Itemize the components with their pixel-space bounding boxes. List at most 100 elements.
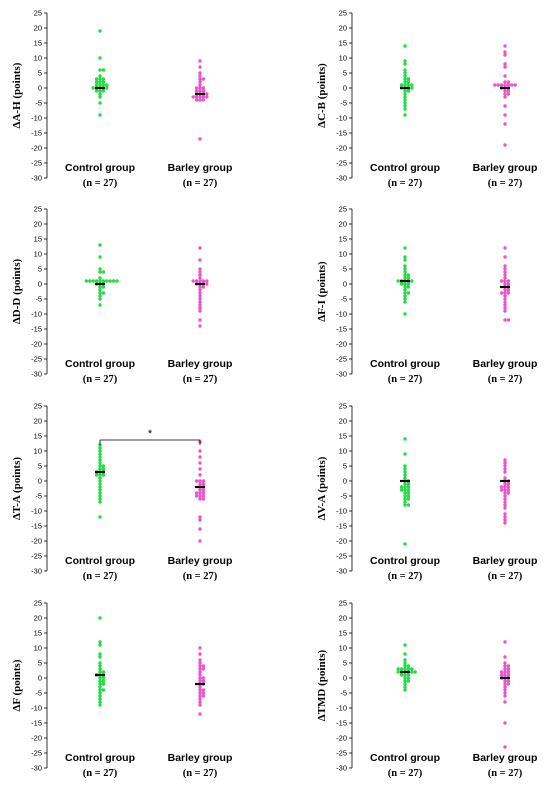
data-point xyxy=(101,285,106,289)
y-tick-label: 0 xyxy=(38,280,42,289)
n-label: (n = 27) xyxy=(488,374,523,385)
y-tick-label: 25 xyxy=(34,599,42,608)
data-point xyxy=(503,491,507,495)
data-point xyxy=(503,670,507,674)
y-tick-label: 20 xyxy=(34,614,42,623)
data-point xyxy=(115,279,119,283)
y-tick-label: -25 xyxy=(31,159,42,168)
data-point xyxy=(194,98,199,102)
data-point xyxy=(198,270,202,274)
data-point xyxy=(503,512,507,516)
data-point xyxy=(503,485,507,489)
data-point xyxy=(98,482,102,486)
data-point xyxy=(499,291,504,295)
data-point xyxy=(403,276,407,280)
data-point xyxy=(98,497,102,501)
data-point xyxy=(98,255,102,259)
data-point xyxy=(198,279,202,283)
data-point xyxy=(399,673,404,677)
data-point xyxy=(503,664,507,668)
data-point xyxy=(503,297,507,301)
data-point xyxy=(98,703,102,707)
data-point xyxy=(503,74,507,78)
data-point xyxy=(503,640,507,644)
data-point xyxy=(406,291,411,295)
data-point xyxy=(98,640,102,644)
y-tick-label: 5 xyxy=(38,462,42,471)
data-point xyxy=(503,494,507,498)
data-point xyxy=(198,455,202,459)
data-point xyxy=(496,83,500,87)
data-point xyxy=(98,694,102,698)
data-point xyxy=(506,673,511,677)
data-point xyxy=(194,479,199,483)
y-tick-label: 10 xyxy=(339,54,347,63)
data-point xyxy=(499,83,504,87)
y-tick-label: -10 xyxy=(336,704,347,713)
y-tick-label: -10 xyxy=(31,114,42,123)
data-point xyxy=(503,291,507,295)
data-point xyxy=(98,294,102,298)
y-tick-label: 20 xyxy=(34,417,42,426)
data-point xyxy=(98,488,102,492)
data-point xyxy=(98,56,102,60)
data-point xyxy=(399,83,404,87)
data-point xyxy=(98,676,102,680)
data-point xyxy=(506,488,511,492)
data-point xyxy=(406,494,411,498)
data-point xyxy=(191,279,195,283)
data-point xyxy=(403,488,407,492)
data-point xyxy=(101,679,106,683)
n-label: (n = 27) xyxy=(83,571,118,582)
data-point xyxy=(403,652,407,656)
data-point xyxy=(406,485,411,489)
data-point xyxy=(403,107,407,111)
data-point xyxy=(403,452,407,456)
data-point xyxy=(98,101,102,105)
data-point xyxy=(98,700,102,704)
data-point xyxy=(510,83,514,87)
data-point xyxy=(101,464,106,468)
data-point xyxy=(98,279,102,283)
data-point xyxy=(506,282,511,286)
data-point xyxy=(499,485,504,489)
data-point xyxy=(198,703,202,707)
data-point xyxy=(503,104,507,108)
data-point xyxy=(506,491,511,495)
data-point xyxy=(98,682,102,686)
data-point xyxy=(98,89,102,93)
data-point xyxy=(98,664,102,668)
data-point xyxy=(198,646,202,650)
data-point xyxy=(98,452,102,456)
data-point xyxy=(503,482,507,486)
data-point xyxy=(403,673,407,677)
data-point xyxy=(506,485,511,489)
data-point xyxy=(198,515,202,519)
data-point xyxy=(98,679,102,683)
y-tick-label: 15 xyxy=(339,629,347,638)
data-point xyxy=(503,294,507,298)
y-tick-label: -10 xyxy=(336,310,347,319)
data-point xyxy=(503,65,507,69)
data-point xyxy=(406,673,411,677)
data-point xyxy=(198,65,202,69)
data-point xyxy=(503,80,507,84)
data-point xyxy=(403,74,407,78)
data-point xyxy=(198,137,202,141)
data-point xyxy=(506,288,511,292)
y-tick-label: -25 xyxy=(31,552,42,561)
data-point xyxy=(198,527,202,531)
data-point xyxy=(403,80,407,84)
data-point xyxy=(98,670,102,674)
data-point xyxy=(198,667,202,671)
y-axis-title: ΔF-I (points) xyxy=(316,261,328,322)
data-point xyxy=(101,291,106,295)
data-point xyxy=(198,488,202,492)
n-label: (n = 27) xyxy=(183,374,218,385)
data-point xyxy=(94,80,99,84)
data-point xyxy=(506,279,511,283)
data-point xyxy=(506,318,511,322)
y-tick-label: 25 xyxy=(34,205,42,214)
data-point xyxy=(98,288,102,292)
data-point xyxy=(403,44,407,48)
